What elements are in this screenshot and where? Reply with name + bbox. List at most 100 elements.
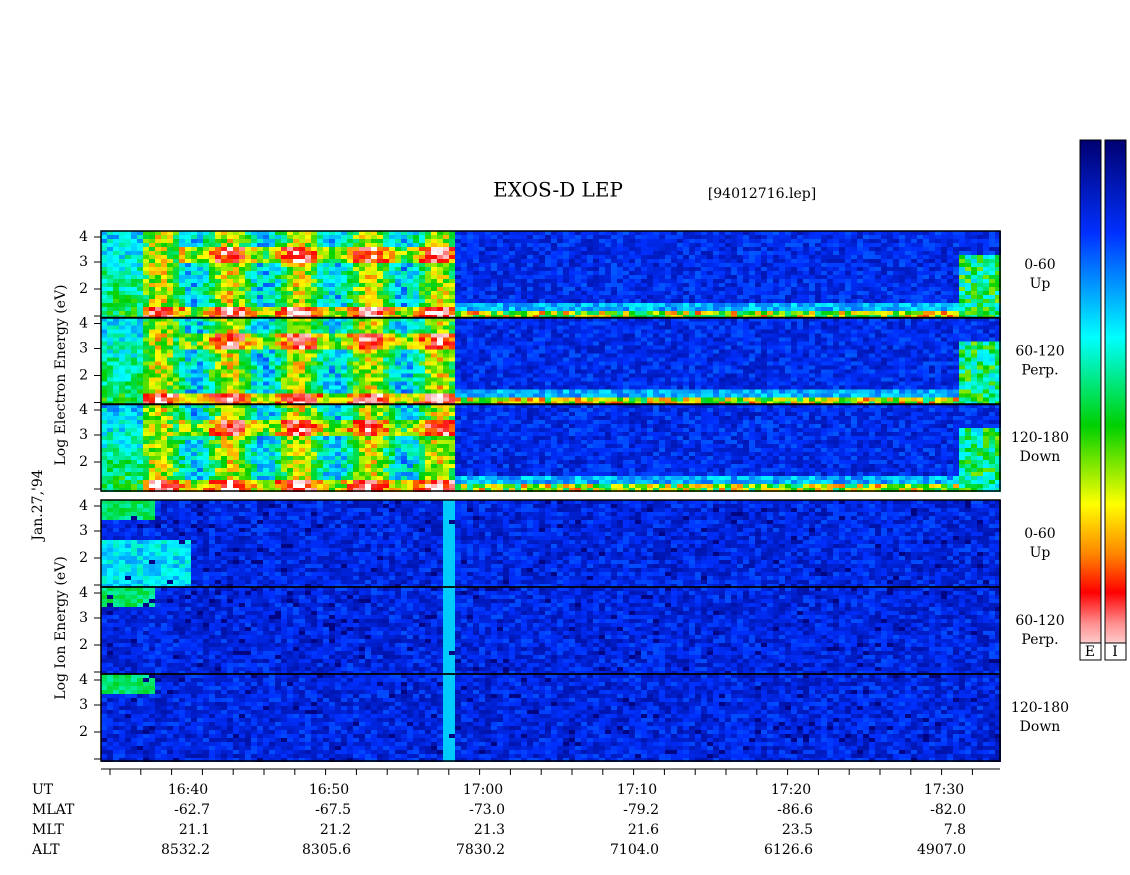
spectrogram-cell — [923, 291, 929, 295]
spectrogram-cell — [449, 299, 455, 303]
spectrogram-cell — [773, 239, 779, 243]
spectrogram-cell — [113, 317, 119, 322]
spectrogram-cell — [431, 287, 437, 291]
spectrogram-cell — [491, 287, 497, 291]
spectrogram-cell — [665, 295, 671, 299]
spectrogram-cell — [461, 299, 467, 303]
spectrogram-cell — [317, 291, 323, 295]
spectrogram-cell — [293, 349, 299, 354]
spectrogram-cell — [827, 263, 833, 267]
spectrogram-cell — [269, 345, 275, 350]
spectrogram-cell — [545, 239, 551, 243]
spectrogram-cell — [359, 279, 365, 283]
spectrogram-cell — [779, 329, 785, 334]
spectrogram-cell — [317, 307, 323, 311]
spectrogram-cell — [635, 291, 641, 295]
spectrogram-cell — [137, 333, 143, 338]
spectrogram-cell — [491, 271, 497, 275]
spectrogram-cell — [773, 317, 779, 322]
spectrogram-cell — [635, 299, 641, 303]
spectrogram-cell — [365, 287, 371, 291]
spectrogram-cell — [851, 321, 857, 326]
spectrogram-cell — [887, 341, 893, 346]
spectrogram-cell — [383, 247, 389, 251]
spectrogram-cell — [125, 247, 131, 251]
spectrogram-cell — [605, 311, 611, 315]
spectrogram-cell — [701, 329, 707, 334]
spectrogram-cell — [317, 333, 323, 338]
spectrogram-cell — [827, 271, 833, 275]
spectrogram-cell — [293, 317, 299, 322]
spectrogram-cell — [767, 283, 773, 287]
spectrogram-cell — [881, 311, 887, 315]
spectrogram-cell — [989, 243, 995, 247]
spectrogram-cell — [755, 357, 761, 362]
spectrogram-cell — [659, 329, 665, 334]
spectrogram-cell — [239, 311, 245, 315]
spectrogram-cell — [203, 307, 209, 311]
spectrogram-cell — [515, 259, 521, 263]
spectrogram-cell — [293, 311, 299, 315]
spectrogram-cell — [497, 349, 503, 354]
spectrogram-cell — [563, 263, 569, 267]
spectrogram-cell — [941, 353, 947, 358]
spectrogram-cell — [971, 337, 977, 342]
spectrogram-cell — [377, 275, 383, 279]
spectrogram-cell — [455, 243, 461, 247]
spectrogram-cell — [443, 317, 449, 322]
spectrogram-cell — [413, 287, 419, 291]
spectrogram-cell — [599, 337, 605, 342]
spectrogram-cell — [941, 267, 947, 271]
spectrogram-cell — [797, 291, 803, 295]
spectrogram-cell — [869, 255, 875, 259]
spectrogram-cell — [329, 251, 335, 255]
spectrogram-cell — [479, 341, 485, 346]
spectrogram-cell — [263, 345, 269, 350]
spectrogram-cell — [677, 349, 683, 354]
spectrogram-cell — [395, 287, 401, 291]
spectrogram-cell — [521, 307, 527, 311]
spectrogram-cell — [689, 307, 695, 311]
spectrogram-cell — [185, 307, 191, 311]
spectrogram-cell — [125, 259, 131, 263]
spectrogram-cell — [857, 299, 863, 303]
spectrogram-cell — [971, 321, 977, 326]
spectrogram-cell — [881, 239, 887, 243]
spectrogram-cell — [869, 353, 875, 358]
spectrogram-cell — [989, 299, 995, 303]
spectrogram-cell — [647, 349, 653, 354]
spectrogram-cell — [809, 255, 815, 259]
spectrogram-cell — [227, 299, 233, 303]
spectrogram-cell — [857, 307, 863, 311]
spectrogram-cell — [467, 295, 473, 299]
spectrogram-cell — [971, 311, 977, 315]
spectrogram-cell — [941, 295, 947, 299]
spectrogram-cell — [953, 287, 959, 291]
spectrogram-cell — [269, 311, 275, 315]
spectrogram-cell — [125, 349, 131, 354]
spectrogram-cell — [113, 303, 119, 307]
spectrogram-cell — [347, 345, 353, 350]
spectrogram-cell — [821, 235, 827, 239]
spectrogram-cell — [815, 299, 821, 303]
spectrogram-cell — [557, 329, 563, 334]
spectrogram-cell — [455, 235, 461, 239]
spectrogram-cell — [989, 317, 995, 322]
spectrogram-cell — [725, 255, 731, 259]
spectrogram-cell — [611, 275, 617, 279]
spectrogram-cell — [317, 361, 323, 366]
spectrogram-cell — [515, 283, 521, 287]
spectrogram-cell — [809, 259, 815, 263]
spectrogram-cell — [131, 235, 137, 239]
spectrogram-cell — [413, 295, 419, 299]
spectrogram-cell — [215, 259, 221, 263]
spectrogram-cell — [533, 255, 539, 259]
spectrogram-cell — [707, 337, 713, 342]
spectrogram-cell — [623, 311, 629, 315]
spectrogram-cell — [977, 333, 983, 338]
spectrogram-cell — [443, 357, 449, 362]
spectrogram-cell — [143, 299, 149, 303]
spectrogram-cell — [191, 361, 197, 366]
spectrogram-cell — [335, 275, 341, 279]
spectrogram-cell — [239, 251, 245, 255]
